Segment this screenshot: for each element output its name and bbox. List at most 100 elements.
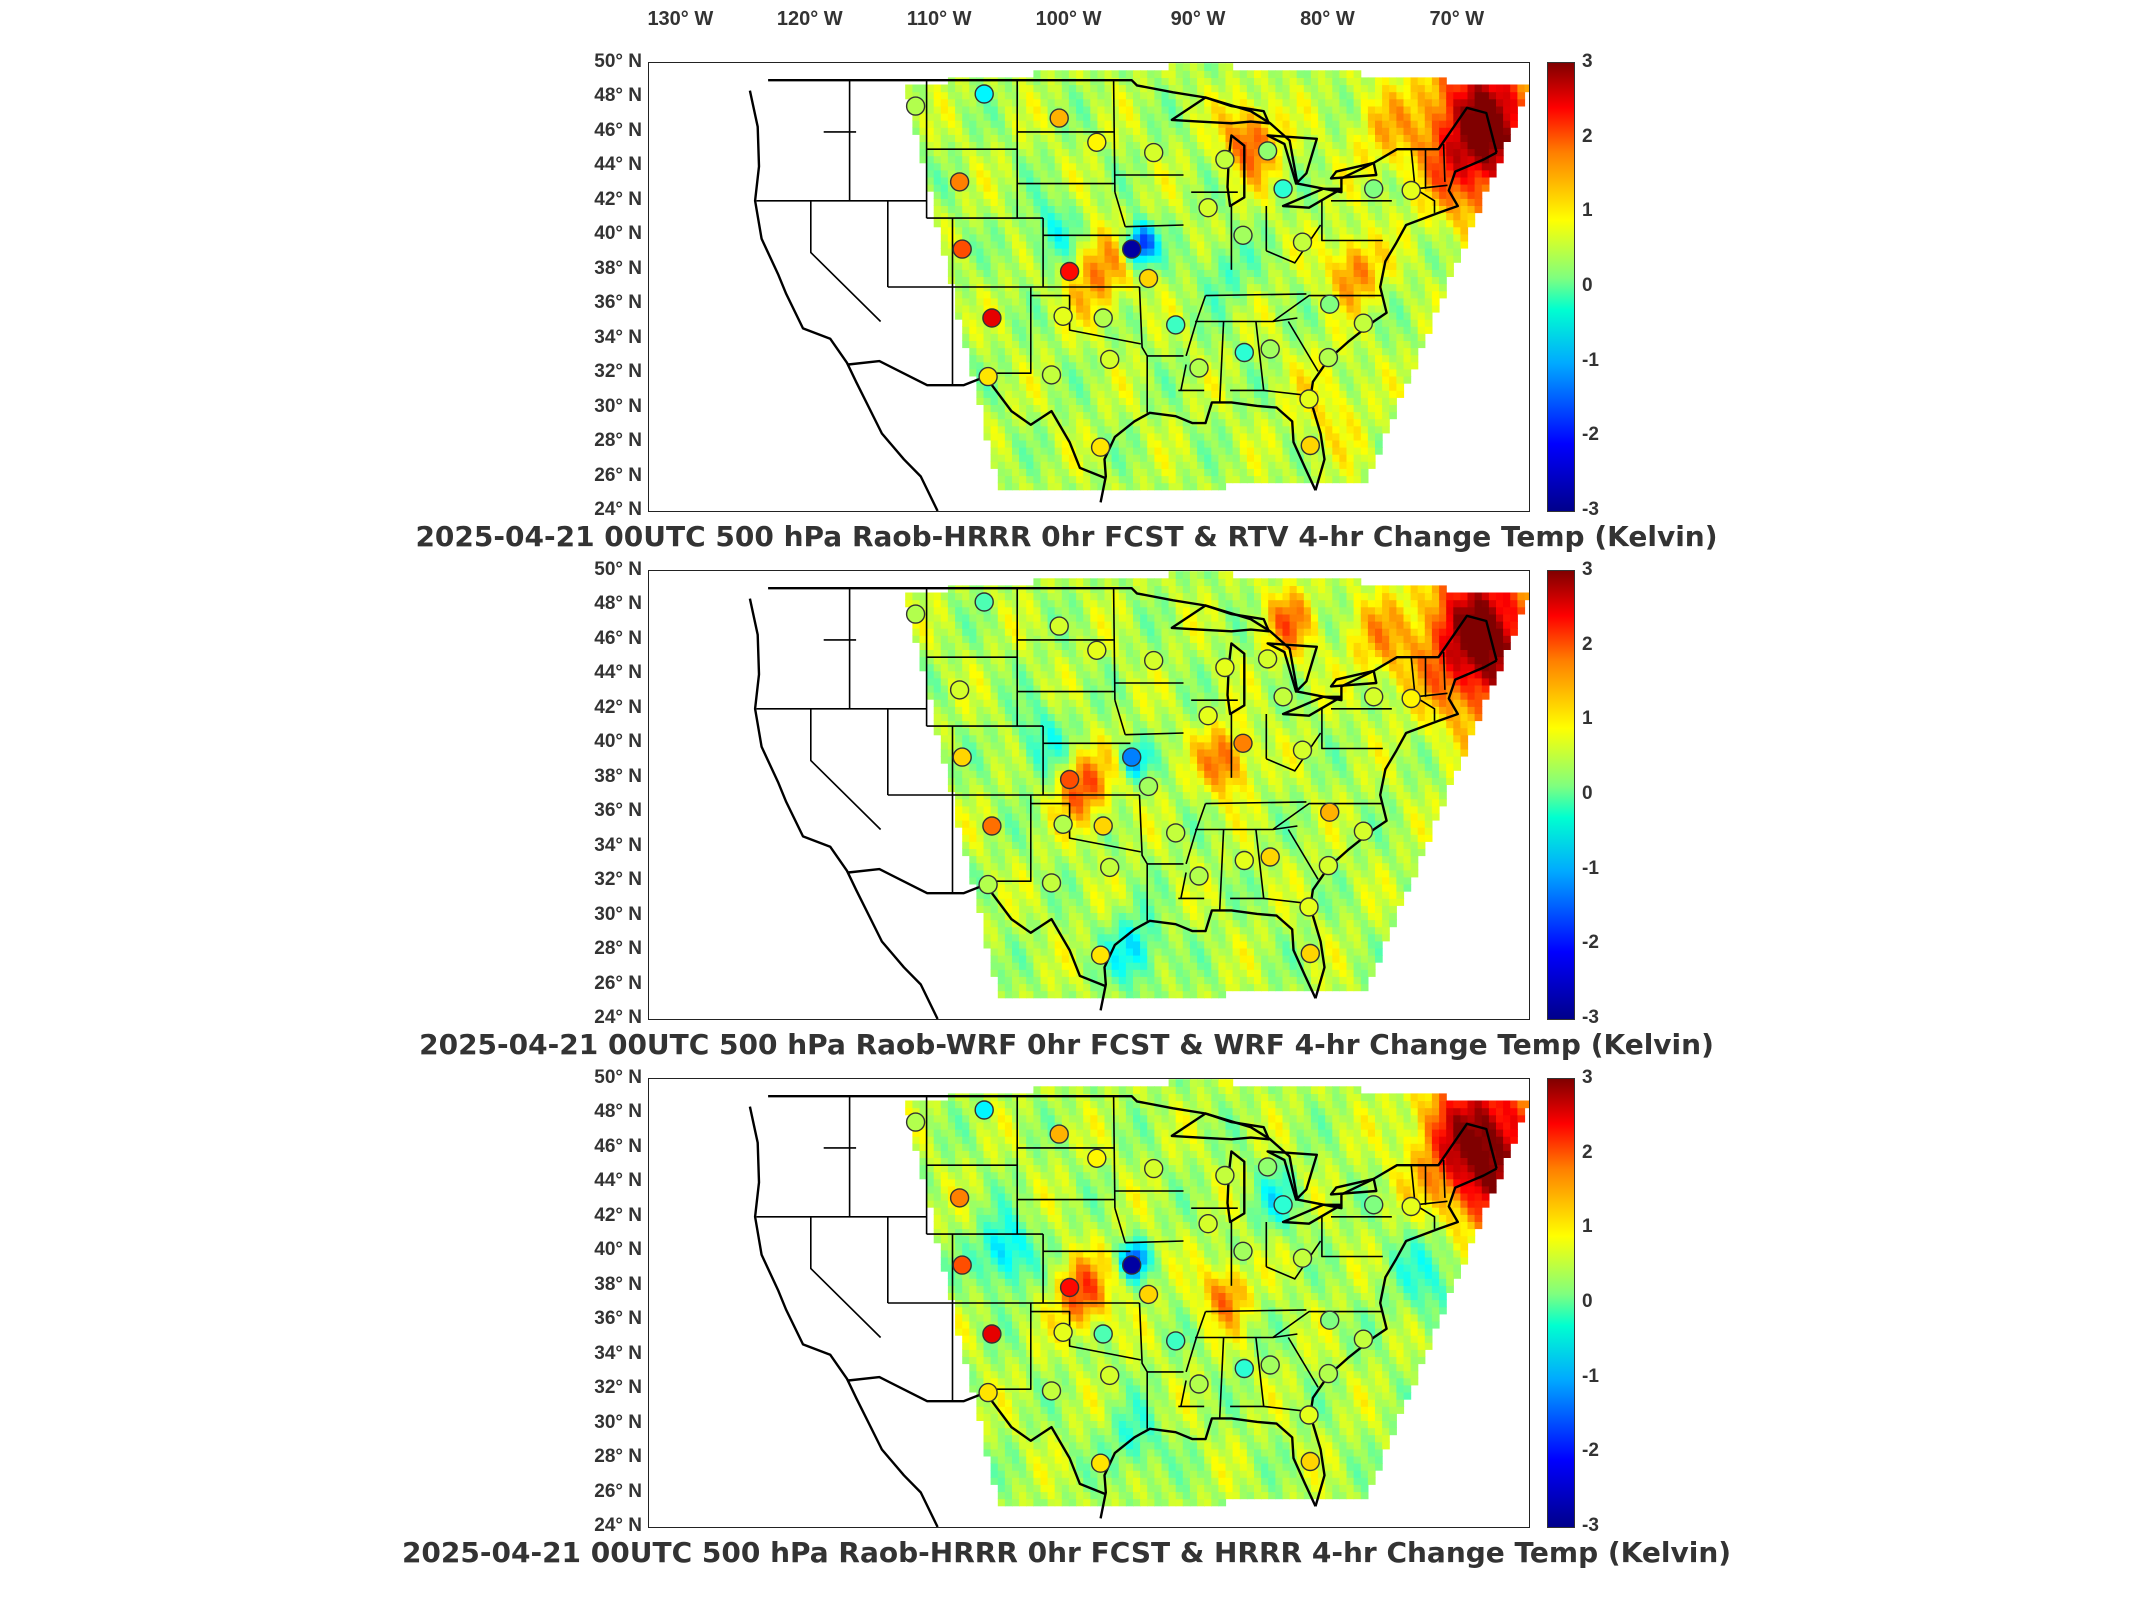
raob-station-marker — [1300, 1451, 1320, 1472]
longitude-label: 120° W — [776, 8, 843, 30]
raob-station-marker — [1144, 142, 1164, 163]
state-border — [1114, 1207, 1126, 1243]
great-lake-outline — [1170, 1112, 1271, 1141]
state-border — [984, 1303, 1032, 1391]
great-lake-outline — [1281, 695, 1343, 717]
great-lake-outline — [1266, 1150, 1318, 1201]
raob-station-marker — [1299, 389, 1319, 409]
state-border — [984, 287, 1032, 375]
panel-title: 2025-04-21 00UTC 500 hPa Raob-WRF 0hr FC… — [419, 1028, 1714, 1061]
raob-station-marker — [974, 84, 994, 104]
great-lake-outline — [1266, 134, 1318, 185]
state-border — [1195, 802, 1382, 831]
raob-station-marker — [952, 747, 972, 767]
raob-station-marker — [1041, 873, 1062, 893]
raob-station-marker — [1292, 232, 1313, 252]
colorbar-tick-label: 2 — [1582, 633, 1593, 655]
raob-station-marker — [1257, 649, 1278, 669]
raob-station-marker — [1215, 1165, 1235, 1186]
raob-station-marker — [1053, 1322, 1073, 1343]
mexico-border — [848, 359, 1107, 480]
state-border — [1125, 224, 1184, 228]
raob-station-marker — [982, 1324, 1002, 1344]
raob-station-marker — [1233, 1241, 1253, 1262]
great-lake-outline — [1281, 1203, 1343, 1225]
latitude-label: 46° N — [594, 627, 642, 649]
state-border — [1321, 708, 1383, 750]
raob-station-marker — [978, 1382, 998, 1403]
raob-station-marker — [1198, 705, 1218, 726]
raob-station-marker — [1318, 855, 1339, 876]
raob-station-marker — [1090, 1453, 1111, 1473]
colorbar-tick-label: -2 — [1582, 1440, 1599, 1462]
colorbar-tick-label: -3 — [1582, 1007, 1599, 1028]
temperature-field — [905, 63, 1529, 491]
raob-station-marker — [1364, 179, 1384, 199]
latitude-label: 40° N — [594, 1239, 642, 1261]
state-border — [1265, 732, 1322, 772]
state-border — [1205, 801, 1307, 805]
panel-title: 2025-04-21 00UTC 500 hPa Raob-HRRR 0hr F… — [401, 1536, 1732, 1569]
state-border — [1230, 321, 1265, 392]
state-border — [1272, 317, 1298, 323]
colorbar-tick-label: 3 — [1582, 51, 1593, 72]
raob-stations — [905, 592, 1421, 965]
raob-station-marker — [905, 604, 926, 624]
colorbar-tick-label: 2 — [1582, 125, 1593, 147]
raob-station-marker — [1234, 850, 1254, 871]
raob-station-marker — [1260, 339, 1280, 359]
raob-station-marker — [1059, 261, 1080, 282]
raob-station-marker — [1087, 1148, 1107, 1169]
longitude-label: 130° W — [647, 8, 714, 30]
raob-station-marker — [1364, 1195, 1384, 1215]
state-border — [1410, 1165, 1436, 1229]
map-frame — [648, 1078, 1530, 1528]
latitude-label: 42° N — [594, 188, 642, 210]
raob-station-marker — [1189, 358, 1209, 378]
latitude-label: 44° N — [594, 662, 642, 684]
great-lake-outline — [1329, 161, 1378, 180]
latitude-label: 36° N — [594, 292, 642, 314]
state-border — [984, 795, 1032, 883]
state-border — [1287, 829, 1319, 880]
raob-station-marker — [1053, 814, 1073, 835]
latitude-label: 40° N — [594, 223, 642, 245]
state-border — [1230, 1337, 1265, 1408]
latitude-label: 46° N — [594, 119, 642, 141]
state-border — [1230, 829, 1265, 900]
raob-station-marker — [978, 874, 998, 895]
raob-station-marker — [1041, 1381, 1062, 1401]
state-border — [1180, 872, 1187, 899]
raob-station-marker — [952, 1255, 972, 1275]
raob-station-marker — [1049, 108, 1069, 128]
raob-station-marker — [1049, 616, 1069, 636]
state-border — [1205, 1309, 1307, 1313]
state-border — [1125, 1240, 1184, 1244]
gulf-coastline — [1099, 1417, 1317, 1519]
raob-station-marker — [952, 239, 972, 259]
raob-station-marker — [1234, 1358, 1254, 1379]
raob-station-marker — [1260, 847, 1280, 867]
great-lake-outline — [1170, 604, 1271, 633]
raob-station-marker — [974, 1100, 994, 1120]
latitude-label: 34° N — [594, 326, 642, 348]
latitude-label: 36° N — [594, 800, 642, 822]
raob-station-marker — [1233, 733, 1253, 754]
colorbar-tick-label: -3 — [1582, 1515, 1599, 1536]
raob-station-marker — [905, 96, 926, 116]
latitude-label: 42° N — [594, 1204, 642, 1226]
raob-station-marker — [1189, 1374, 1209, 1394]
state-border — [1272, 1333, 1298, 1339]
raob-station-marker — [1049, 1124, 1069, 1144]
state-border — [810, 708, 882, 831]
state-border — [1195, 1310, 1382, 1339]
state-border — [1185, 1311, 1207, 1373]
raob-station-marker — [1122, 239, 1142, 259]
longitude-label: 100° W — [1035, 8, 1102, 30]
temperature-change-map — [748, 1079, 1529, 1527]
west-coastline — [748, 598, 939, 1019]
west-coastline — [748, 90, 939, 511]
latitude-label: 28° N — [594, 1446, 642, 1468]
raob-station-marker — [1292, 740, 1313, 760]
latitude-label: 44° N — [594, 154, 642, 176]
